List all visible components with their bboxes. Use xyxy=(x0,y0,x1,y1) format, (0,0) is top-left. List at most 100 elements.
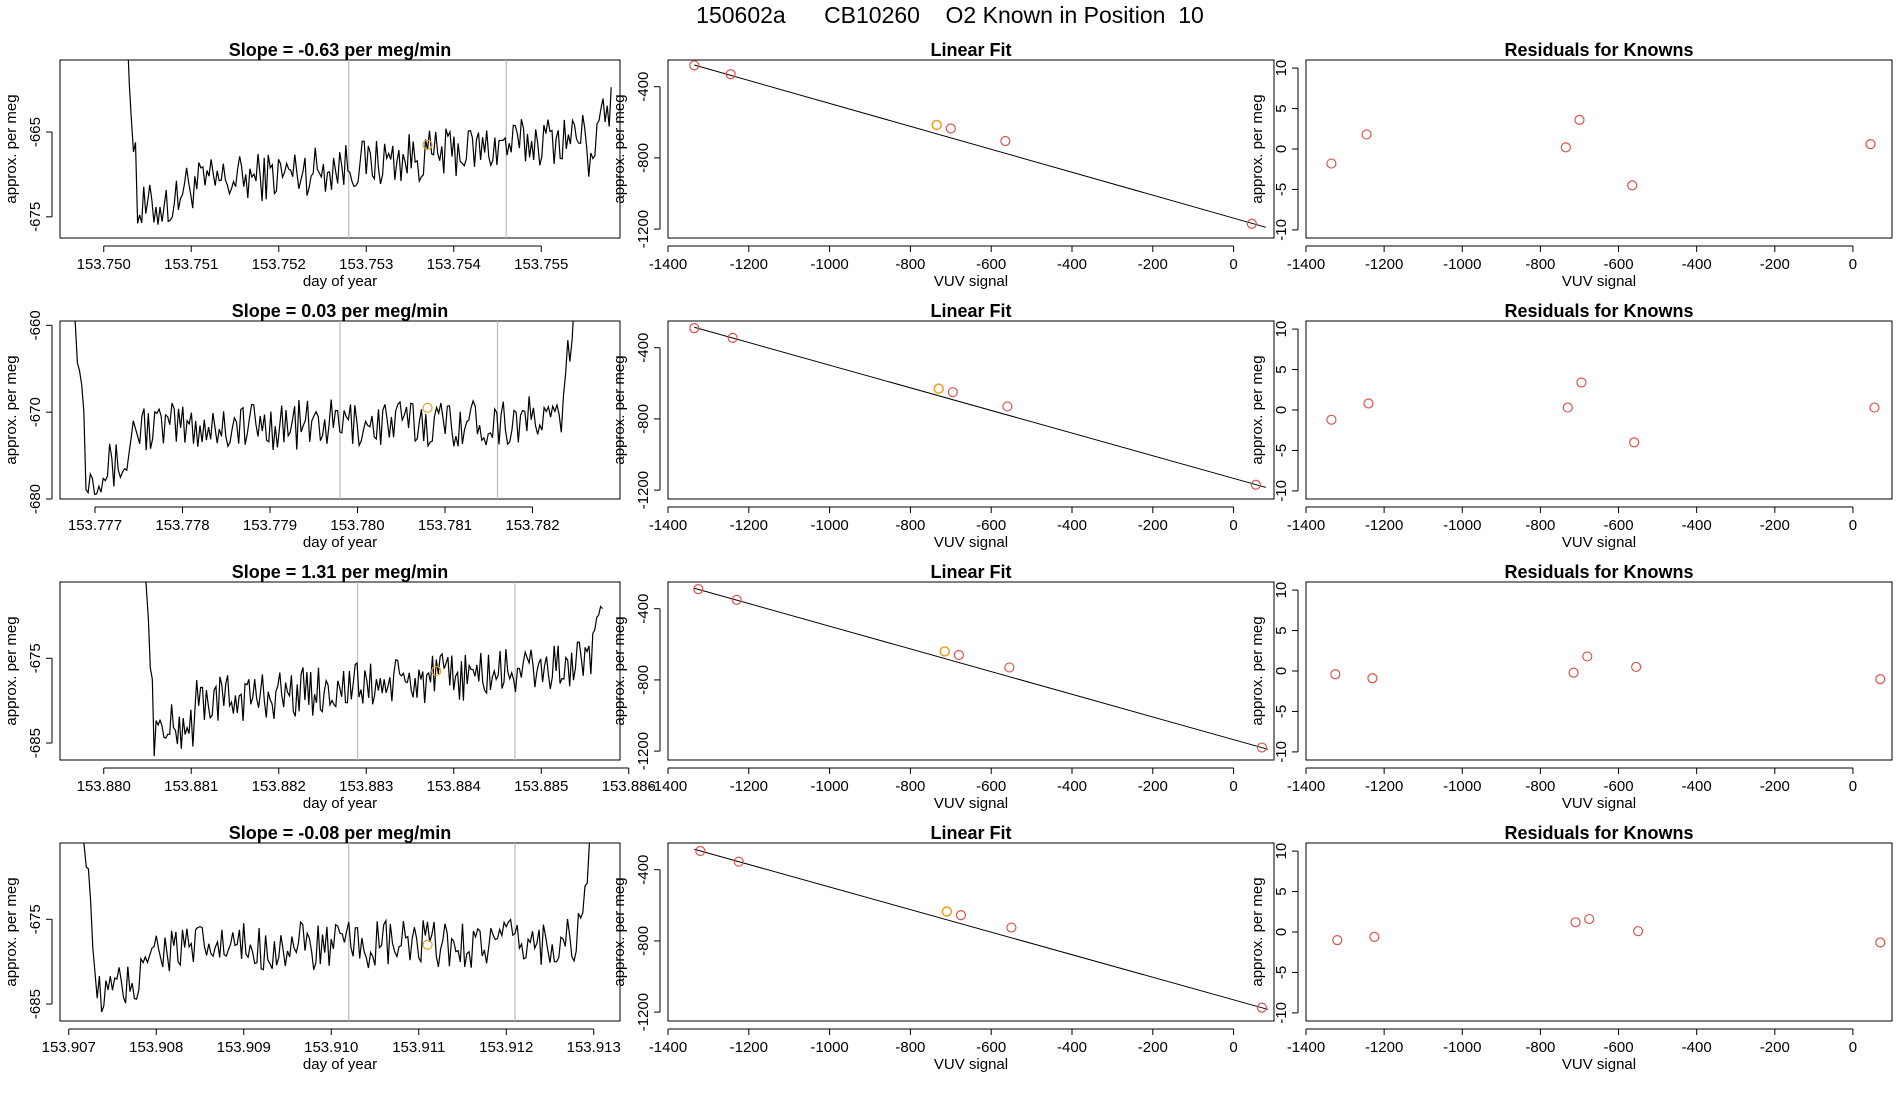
x-tick-label: -1200 xyxy=(1365,256,1403,273)
x-axis-label: day of year xyxy=(303,534,377,551)
data-point xyxy=(1574,114,1585,125)
x-axis-label: VUV signal xyxy=(934,273,1008,290)
y-axis-label: approx. per meg xyxy=(3,616,20,725)
x-tick-label: 0 xyxy=(1229,1039,1237,1056)
y-tick-label: -670 xyxy=(27,397,44,427)
data-point xyxy=(1568,667,1579,678)
data-point xyxy=(1256,742,1267,753)
data-point xyxy=(1632,926,1644,937)
data-point xyxy=(1363,398,1374,409)
x-tick-label: -1200 xyxy=(730,517,768,534)
y-axis-label: approx. per meg xyxy=(1249,355,1266,464)
x-tick-label: 153.750 xyxy=(77,256,131,273)
y-tick-label: -10 xyxy=(1273,741,1290,763)
data-point xyxy=(1576,377,1587,388)
x-tick-label: -600 xyxy=(1604,778,1634,795)
x-tick-label: -400 xyxy=(1057,256,1087,273)
x-tick-label: 153.907 xyxy=(42,1039,96,1056)
y-tick-label: 5 xyxy=(1273,104,1290,112)
plot-frame xyxy=(59,581,621,761)
x-tick-label: 153.777 xyxy=(68,517,122,534)
time-series-line xyxy=(83,843,591,1013)
data-point xyxy=(1570,917,1581,928)
x-tick-label: -1000 xyxy=(810,256,848,273)
x-tick-label: 153.751 xyxy=(164,256,218,273)
plot-frame xyxy=(1305,320,1893,500)
residuals-title: Residuals for Knowns xyxy=(1504,823,1693,843)
x-tick-label: -1400 xyxy=(649,778,687,795)
data-point xyxy=(1627,180,1638,191)
data-point xyxy=(1000,135,1011,147)
y-tick-label: 0 xyxy=(1273,145,1290,153)
y-tick-label: -5 xyxy=(1273,966,1290,979)
fit-title: Linear Fit xyxy=(930,301,1011,321)
y-tick-label: -665 xyxy=(27,117,44,147)
x-tick-label: 153.883 xyxy=(339,778,393,795)
data-point xyxy=(1256,1002,1267,1013)
fit-title: Linear Fit xyxy=(930,40,1011,60)
x-tick-label: -200 xyxy=(1760,517,1790,534)
x-tick-label: 153.912 xyxy=(479,1039,533,1056)
x-tick-label: 153.886 xyxy=(602,778,656,795)
fit-line xyxy=(694,326,1267,488)
gas-position: O2 Known in Position 10 xyxy=(945,2,1204,28)
plot-frame xyxy=(667,320,1275,500)
data-point xyxy=(1006,922,1017,933)
data-point xyxy=(689,60,700,71)
x-tick-label: -1400 xyxy=(649,517,687,534)
data-point xyxy=(1332,934,1343,946)
x-tick-label: -1200 xyxy=(730,256,768,273)
data-point xyxy=(1246,218,1257,229)
data-point xyxy=(1631,661,1642,673)
fit-line xyxy=(694,587,1269,750)
data-point xyxy=(1367,673,1378,684)
x-tick-label: -1000 xyxy=(1443,778,1481,795)
x-tick-label: -1200 xyxy=(730,1039,768,1056)
data-point xyxy=(1004,662,1015,673)
x-tick-label: -1000 xyxy=(1443,1039,1481,1056)
fit-line xyxy=(694,64,1267,228)
run-id: 150602a xyxy=(696,2,786,28)
y-tick-label: -5 xyxy=(1273,444,1290,457)
data-point xyxy=(945,123,956,134)
residuals-title: Residuals for Knowns xyxy=(1504,562,1693,582)
x-tick-label: -600 xyxy=(1604,256,1634,273)
current-point-marker xyxy=(422,139,433,150)
x-tick-label: -1400 xyxy=(649,256,687,273)
x-tick-label: 0 xyxy=(1849,778,1857,795)
x-tick-label: -1000 xyxy=(1443,256,1481,273)
y-tick-label: -5 xyxy=(1273,705,1290,718)
x-tick-label: -600 xyxy=(976,517,1006,534)
x-tick-label: 153.911 xyxy=(392,1039,445,1056)
x-tick-label: -1400 xyxy=(1287,778,1325,795)
data-point xyxy=(693,584,704,595)
x-tick-label: 153.782 xyxy=(505,517,559,534)
x-axis-label: VUV signal xyxy=(934,795,1008,812)
x-tick-label: -1000 xyxy=(1443,517,1481,534)
y-axis-label: approx. per meg xyxy=(611,616,628,725)
x-tick-label: 0 xyxy=(1229,778,1237,795)
data-point xyxy=(733,856,744,867)
x-tick-label: -800 xyxy=(895,256,925,273)
data-point xyxy=(1326,414,1337,425)
y-axis-label: approx. per meg xyxy=(1249,616,1266,725)
x-axis-label: VUV signal xyxy=(1562,273,1636,290)
data-point xyxy=(1250,479,1261,490)
x-tick-label: 153.754 xyxy=(427,256,481,273)
x-tick-label: -600 xyxy=(976,778,1006,795)
y-axis-label: approx. per meg xyxy=(611,355,628,464)
y-tick-label: -1200 xyxy=(635,732,652,770)
x-tick-label: -600 xyxy=(1604,1039,1634,1056)
x-tick-label: -200 xyxy=(1138,778,1168,795)
x-tick-label: -200 xyxy=(1138,256,1168,273)
y-tick-label: -800 xyxy=(635,404,652,434)
data-point xyxy=(1560,142,1571,153)
y-tick-label: -680 xyxy=(27,484,44,514)
slope-title: Slope = 1.31 per meg/min xyxy=(232,562,449,582)
x-axis-label: day of year xyxy=(303,795,377,812)
slope-title: Slope = -0.08 per meg/min xyxy=(229,823,452,843)
y-tick-label: -400 xyxy=(635,855,652,885)
residuals-title: Residuals for Knowns xyxy=(1504,301,1693,321)
data-point xyxy=(727,332,738,344)
y-tick-label: -1200 xyxy=(635,993,652,1031)
